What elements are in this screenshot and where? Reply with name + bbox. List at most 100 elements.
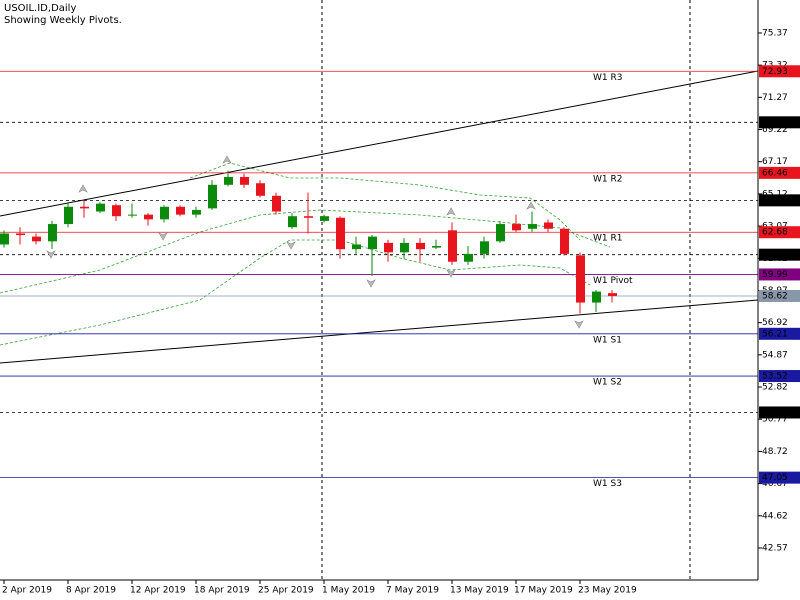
chart-title: USOIL.ID,Daily: [4, 3, 76, 14]
level-label: 72.93: [762, 67, 788, 77]
level-name: W1 S1: [593, 335, 622, 345]
candle-body: [400, 242, 409, 253]
y-tick-label: 48.72: [762, 447, 788, 457]
chart-subtitle: Showing Weekly Pivots.: [4, 15, 122, 26]
candle-body: [352, 244, 361, 250]
candle-body: [576, 255, 585, 303]
candle-body: [288, 216, 297, 228]
y-tick-label: 71.27: [762, 93, 788, 103]
trend-line: [0, 299, 759, 364]
y-tick-label: 46.67: [762, 479, 788, 489]
candle-body: [496, 224, 505, 242]
fractal-up: [526, 201, 536, 210]
y-tick-label: 56.92: [762, 318, 788, 328]
candle-body: [128, 214, 137, 216]
level-label: 69.68: [762, 118, 788, 128]
level-name: W1 R3: [593, 73, 622, 83]
level-label-box: [759, 248, 800, 261]
y-tick-label: 52.82: [762, 383, 788, 393]
level-label-box: [759, 289, 800, 302]
candle-body: [64, 206, 73, 225]
candle-body: [528, 224, 537, 229]
fractal-up: [446, 207, 456, 216]
level-label-box: [759, 327, 800, 340]
candle-body: [272, 195, 281, 212]
level-label-box: [759, 194, 800, 207]
level-label-box: [759, 406, 800, 419]
fractal-down: [286, 241, 296, 250]
fractals: [46, 155, 584, 329]
level-label: 56.21: [762, 329, 788, 339]
x-tick-label: 25 Apr 2019: [258, 586, 314, 596]
x-tick-label: 23 May 2019: [578, 586, 637, 596]
candle-body: [432, 246, 441, 248]
y-tick-label: 44.62: [762, 511, 788, 521]
fractal-down: [158, 232, 168, 241]
candle-body: [416, 242, 425, 250]
candles-layer: [0, 170, 617, 314]
level-label-box: [759, 268, 800, 281]
candle-body: [256, 183, 265, 196]
level-label: 47.05: [762, 473, 788, 483]
level-name: W1 S3: [593, 479, 622, 489]
candle-body: [464, 253, 473, 262]
level-name: W1 R2: [593, 174, 622, 184]
level-label-box: [759, 166, 800, 179]
candle-body: [96, 203, 105, 212]
fractal-down: [446, 269, 456, 278]
y-tick-label: 50.77: [762, 415, 788, 425]
level-label-box: [759, 226, 800, 239]
candle-body: [544, 222, 553, 229]
candle-body: [192, 209, 201, 215]
x-tick-label: 12 Apr 2019: [130, 586, 186, 596]
candle-body: [560, 228, 569, 254]
level-label: 58.62: [762, 291, 788, 301]
x-tick-label: 13 May 2019: [450, 586, 509, 596]
axis-layer: 75.3773.3271.2769.2267.1765.1263.0761.02…: [2, 28, 800, 596]
trend-line: [0, 70, 759, 217]
levels-layer: W1 R3 W1 R2 W1 R1 W1 Pivot W1 S1 W1 S2 W1 S3: [0, 70, 758, 489]
fractal-up: [78, 184, 88, 193]
x-tick-label: 2 Apr 2019: [2, 586, 52, 596]
candle-body: [160, 206, 169, 220]
x-tick-label: 18 Apr 2019: [194, 586, 250, 596]
candle-body: [144, 214, 153, 220]
candle-body: [384, 242, 393, 253]
candle-body: [80, 206, 89, 209]
candle-body: [176, 206, 185, 215]
envelope-line: [189, 162, 581, 241]
candle-body: [224, 176, 233, 185]
level-label-box: [759, 471, 800, 484]
candle-body: [592, 291, 601, 303]
y-tick-label: 42.57: [762, 543, 788, 553]
candle-body: [368, 236, 377, 250]
level-label: 62.68: [762, 228, 788, 238]
level-label: 53.52: [762, 372, 788, 382]
candle-body: [608, 293, 617, 296]
level-name: W1 Pivot: [593, 276, 633, 286]
candle-body: [16, 233, 25, 236]
fractal-down: [46, 250, 56, 259]
level-label-box: [759, 370, 800, 383]
level-label: 66.46: [762, 168, 788, 178]
fractal-up: [222, 155, 232, 164]
x-tick-label: 1 May 2019: [322, 586, 375, 596]
y-tick-label: 67.17: [762, 157, 788, 167]
level-label: 59.99: [762, 270, 788, 280]
candle-body: [208, 184, 217, 209]
y-tick-label: 54.87: [762, 350, 788, 360]
fractal-down: [366, 279, 376, 288]
candle-body: [112, 205, 121, 217]
x-tick-label: 7 May 2019: [386, 586, 439, 596]
candle-body: [448, 230, 457, 262]
level-label: 61.25: [762, 250, 788, 260]
level-label-box: [759, 65, 800, 78]
y-tick-label: 69.22: [762, 125, 788, 135]
level-label-box: [759, 116, 800, 129]
y-tick-label: 75.37: [762, 28, 788, 38]
candle-body: [320, 216, 329, 221]
envelope-line: [0, 209, 611, 294]
fractal-down: [574, 320, 584, 329]
candle-body: [512, 224, 521, 231]
